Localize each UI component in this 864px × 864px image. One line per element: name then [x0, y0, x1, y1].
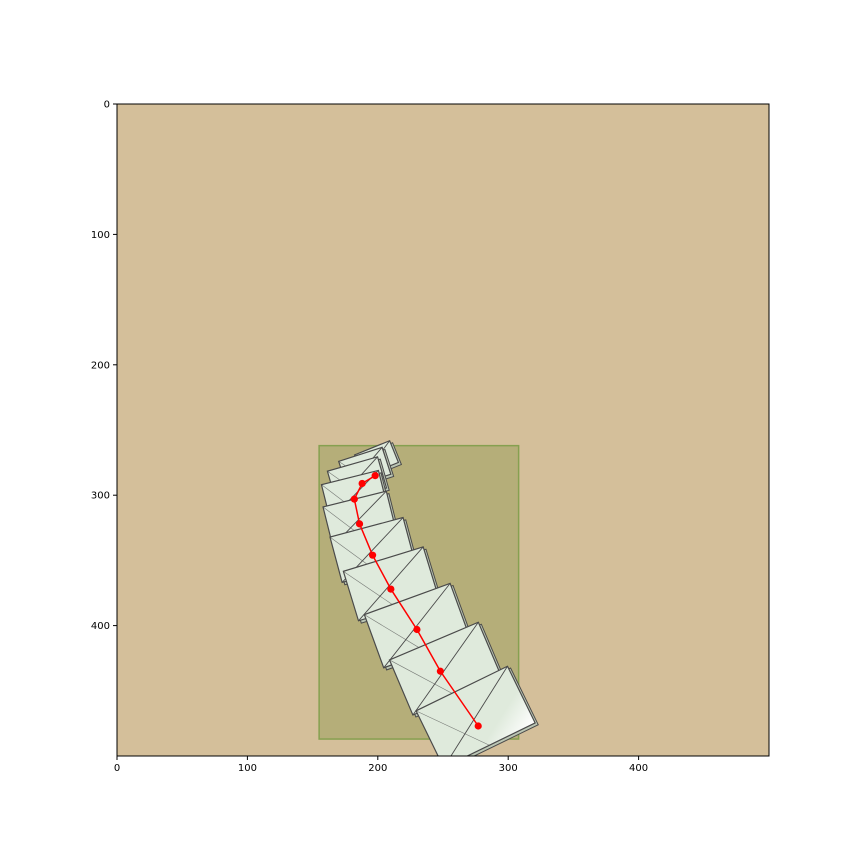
tile-10: [415, 665, 539, 756]
trajectory-point: [350, 495, 358, 503]
y-tick-label: 300: [91, 491, 110, 502]
tile-9: [388, 621, 506, 718]
x-axis: 0 100 200 300 400: [114, 756, 648, 774]
trajectory-point: [358, 479, 366, 488]
y-tick-label: 100: [91, 230, 110, 241]
trajectory-point: [413, 625, 421, 634]
trajectory-point: [474, 722, 482, 730]
trajectory-point: [387, 585, 395, 593]
x-tick-label: 100: [238, 763, 257, 774]
x-tick-label: 400: [629, 763, 648, 774]
y-tick-label: 0: [104, 100, 110, 111]
plot-area: [116, 103, 770, 757]
trajectory-point: [368, 551, 377, 559]
x-tick-label: 300: [499, 763, 518, 774]
axes-frame: [116, 103, 770, 757]
trajectory-point: [355, 520, 364, 528]
y-tick-label: 400: [91, 621, 110, 632]
trajectory-point: [436, 667, 444, 675]
trajectory-points: [350, 472, 482, 730]
y-tick-label: 200: [91, 360, 110, 371]
x-tick-label: 200: [368, 763, 387, 774]
x-tick-label: 0: [114, 763, 120, 774]
y-axis: 0 100 200 300 400: [91, 100, 117, 632]
tile-stack: [320, 439, 539, 756]
trajectory-point: [371, 472, 379, 480]
